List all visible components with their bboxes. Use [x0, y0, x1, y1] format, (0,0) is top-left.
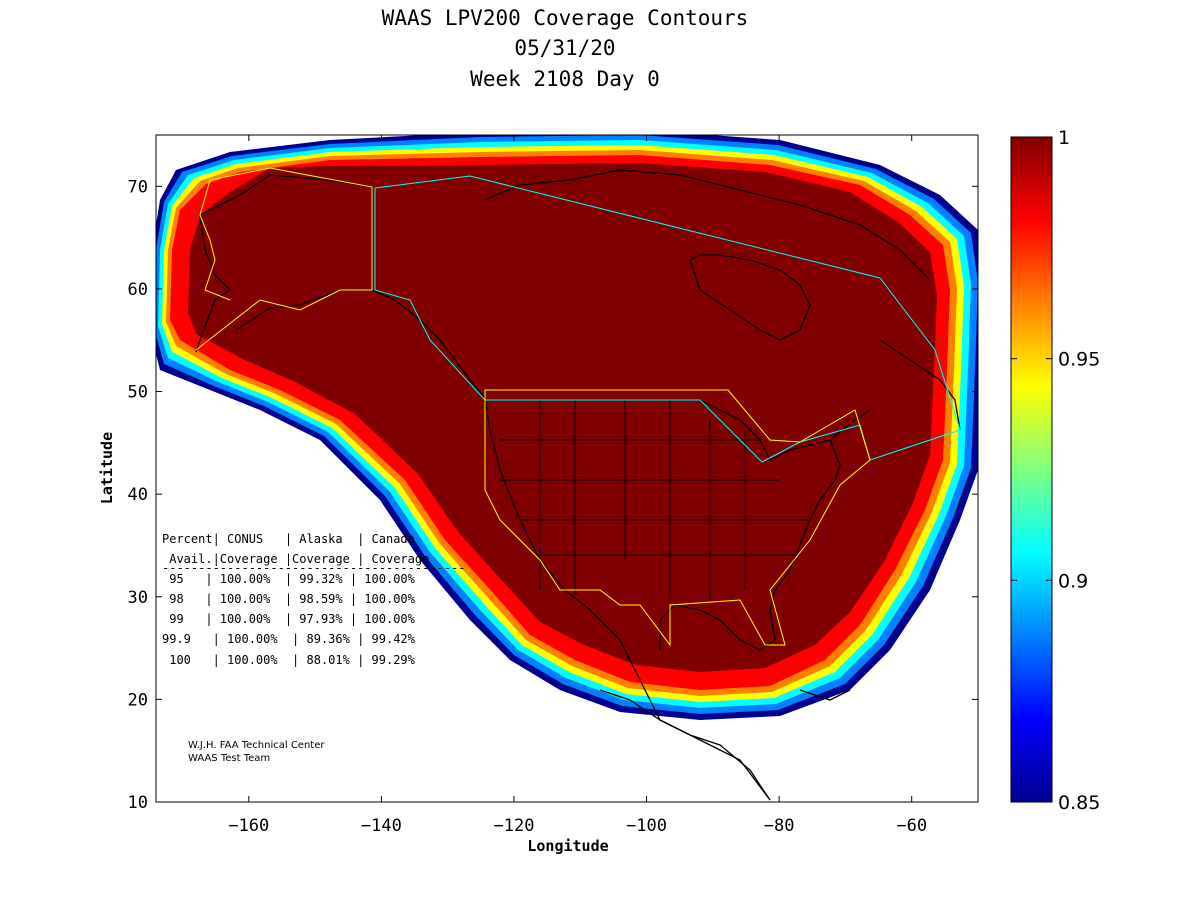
table-row: 98 | 100.00% | 98.59% | 100.00% [162, 592, 416, 606]
x-tick-label: −140 [361, 816, 402, 836]
colorbar [1010, 136, 1053, 803]
plot-frame [155, 134, 979, 803]
x-axis-ticks: −160 −140 −120 −100 −80 −60 [228, 135, 927, 836]
x-axis-label: Longitude [527, 837, 608, 855]
y-tick-label: 10 [128, 793, 148, 813]
coverage-table: Percent| CONUS | Alaska | Canada Avail.|… [162, 532, 465, 667]
credit-line-2: WAAS Test Team [188, 753, 270, 764]
y-tick-label: 60 [128, 280, 148, 300]
chart-week-day: Week 2108 Day 0 [470, 67, 660, 91]
y-tick-label: 50 [128, 383, 148, 403]
colorbar-tick-label: 0.85 [1058, 792, 1100, 814]
colorbar-ticks: 1 0.95 0.9 0.85 [1011, 127, 1100, 814]
y-tick-label: 20 [128, 690, 148, 710]
x-tick-label: −60 [896, 816, 927, 836]
x-tick-label: −80 [764, 816, 795, 836]
chart-title: WAAS LPV200 Coverage Contours [381, 6, 749, 30]
table-row: 95 | 100.00% | 99.32% | 100.00% [162, 572, 416, 586]
colorbar-tick-label: 1 [1058, 127, 1070, 149]
alaska-boundary [195, 167, 373, 351]
y-tick-label: 30 [128, 588, 148, 608]
table-row: 99.9 | 100.00% | 89.36% | 99.42% [162, 632, 416, 646]
x-tick-label: −120 [493, 816, 534, 836]
chart-date: 05/31/20 [514, 36, 616, 60]
colorbar-tick-label: 0.95 [1058, 349, 1100, 371]
x-tick-label: −160 [228, 816, 269, 836]
y-axis-ticks: 10 20 30 40 50 60 70 [128, 177, 978, 813]
plot-area [156, 135, 978, 802]
colorbar-tick-label: 0.9 [1058, 570, 1088, 592]
table-row: 100 | 100.00% | 88.01% | 99.29% [162, 653, 416, 667]
table-separator: ----------------------------------------… [162, 561, 465, 575]
state-borders [500, 400, 810, 600]
conus-boundary [484, 389, 871, 647]
credit-line-1: W.J.H. FAA Technical Center [188, 740, 325, 751]
table-row: 99 | 100.00% | 97.93% | 100.00% [162, 612, 416, 626]
y-axis-label: Latitude [98, 432, 116, 504]
y-tick-label: 40 [128, 485, 148, 505]
table-header-2: Avail.|Coverage |Coverage | Coverage [162, 552, 429, 566]
y-tick-label: 70 [128, 177, 148, 197]
table-header-1: Percent| CONUS | Alaska | Canada [162, 532, 415, 546]
x-tick-label: −100 [626, 816, 667, 836]
